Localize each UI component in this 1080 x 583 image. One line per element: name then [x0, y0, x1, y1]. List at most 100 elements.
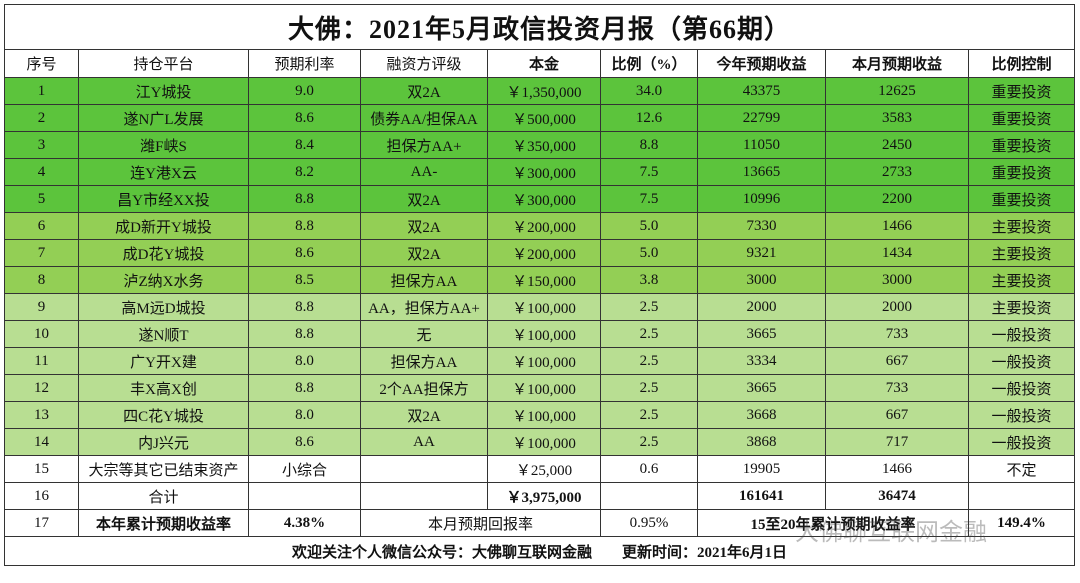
table-cell: 667	[825, 347, 969, 375]
table-cell: 遂N顺T	[78, 320, 249, 348]
table-cell: 7330	[697, 212, 826, 240]
report-table: 大佛：2021年5月政信投资月报（第66期） 序号 持仓平台 预期利率 融资方评级 本金比…	[3, 4, 1076, 566]
table-cell: 3334	[697, 347, 826, 375]
table-cell: 8.6	[248, 428, 361, 456]
table-cell: 泸Z纳X水务	[78, 266, 249, 294]
table-cell: 成D新开Y城投	[78, 212, 249, 240]
table-cell: 担保方AA	[360, 266, 488, 294]
table-cell: ￥100,000	[487, 293, 601, 321]
table-cell: 1434	[825, 239, 969, 267]
data-row: 8 泸Z纳X水务 8.5 担保方AA ￥150,000 3.8 3000 3000 主要投资	[4, 266, 1076, 294]
table-cell: 717	[825, 428, 969, 456]
table-cell: 3665	[697, 374, 826, 402]
table-cell: 1	[4, 77, 79, 105]
table-cell: 重要投资	[967, 77, 1076, 105]
table-cell: 4	[4, 158, 79, 186]
table-cell: 5	[4, 185, 79, 213]
table-cell: ￥1,350,000	[487, 77, 601, 105]
table-cell: 8.6	[248, 239, 361, 267]
table-cell: 36474	[825, 482, 969, 510]
summary-cell: 149.4%	[967, 509, 1076, 537]
data-row: 3 潍F峡S 8.4 担保方AA+ ￥350,000 8.8 11050 2450 重要投资	[4, 131, 1076, 159]
table-cell: 15	[4, 455, 79, 483]
table-cell: 2000	[697, 293, 826, 321]
table-cell: 43375	[697, 77, 826, 105]
table-cell: 合计	[78, 482, 249, 510]
header-cell: 比例（%）	[600, 49, 698, 78]
summary-cell: 15至20年累计预期收益率	[697, 509, 969, 537]
table-cell: 8.4	[248, 131, 361, 159]
table-cell: 11	[4, 347, 79, 375]
data-row: 13 四C花Y城投 8.0 双2A ￥100,000 2.5 3668 667 一般投资	[4, 401, 1076, 429]
summary-cell: 本年累计预期收益率	[78, 509, 249, 537]
table-cell: 3665	[697, 320, 826, 348]
table-cell: 11050	[697, 131, 826, 159]
table-cell: 高M远D城投	[78, 293, 249, 321]
table-cell: 1466	[825, 455, 969, 483]
data-row: 7 成D花Y城投 8.6 双2A ￥200,000 5.0 9321 1434 主要投资	[4, 239, 1076, 267]
table-cell: ￥300,000	[487, 158, 601, 186]
table-cell: 无	[360, 320, 488, 348]
table-cell	[360, 482, 488, 510]
table-cell: 双2A	[360, 77, 488, 105]
table-cell: 3583	[825, 104, 969, 132]
table-cell: 2.5	[600, 320, 698, 348]
table-cell: 19905	[697, 455, 826, 483]
table-cell: 潍F峡S	[78, 131, 249, 159]
header-cell: 融资方评级	[360, 49, 488, 78]
table-cell: 小综合	[248, 455, 361, 483]
table-cell: ￥200,000	[487, 239, 601, 267]
table-cell: 14	[4, 428, 79, 456]
header-cell: 今年预期收益	[697, 49, 826, 78]
table-cell: 12	[4, 374, 79, 402]
table-cell: ￥300,000	[487, 185, 601, 213]
data-row: 9 高M远D城投 8.8 AA，担保方AA+ ￥100,000 2.5 2000 2000 主要…	[4, 293, 1076, 321]
table-cell: 江Y城投	[78, 77, 249, 105]
table-cell: 主要投资	[967, 266, 1076, 294]
title-row: 大佛：2021年5月政信投资月报（第66期）	[3, 4, 1076, 50]
data-row: 6 成D新开Y城投 8.8 双2A ￥200,000 5.0 7330 1466 主要投资	[4, 212, 1076, 240]
table-cell: 3000	[825, 266, 969, 294]
table-cell	[360, 455, 488, 483]
table-cell: 8	[4, 266, 79, 294]
table-cell: ￥150,000	[487, 266, 601, 294]
table-cell: 34.0	[600, 77, 698, 105]
table-cell: 3000	[697, 266, 826, 294]
summary-cell: 本月预期回报率	[360, 509, 601, 537]
table-cell: 8.8	[248, 374, 361, 402]
table-cell: 12625	[825, 77, 969, 105]
summary-cell: 4.38%	[248, 509, 361, 537]
table-cell: 3.8	[600, 266, 698, 294]
table-cell: 大宗等其它已结束资产	[78, 455, 249, 483]
table-cell: AA	[360, 428, 488, 456]
table-cell: 四C花Y城投	[78, 401, 249, 429]
table-cell: 10	[4, 320, 79, 348]
table-cell: 8.2	[248, 158, 361, 186]
table-cell: 2.5	[600, 401, 698, 429]
table-cell: ￥100,000	[487, 320, 601, 348]
table-cell: 8.0	[248, 347, 361, 375]
table-cell: 丰X高X创	[78, 374, 249, 402]
table-cell	[248, 482, 361, 510]
header-cell: 本金	[487, 49, 601, 78]
table-cell: 连Y港X云	[78, 158, 249, 186]
table-cell: 3	[4, 131, 79, 159]
table-cell: 2个AA担保方	[360, 374, 488, 402]
table-cell: 7	[4, 239, 79, 267]
table-cell: 担保方AA	[360, 347, 488, 375]
table-cell: 5.0	[600, 212, 698, 240]
table-cell: ￥500,000	[487, 104, 601, 132]
table-cell: AA，担保方AA+	[360, 293, 488, 321]
table-cell: 8.8	[248, 185, 361, 213]
table-cell: 昌Y市经XX投	[78, 185, 249, 213]
header-cell: 序号	[4, 49, 79, 78]
table-cell: 广Y开X建	[78, 347, 249, 375]
table-cell: 2000	[825, 293, 969, 321]
table-cell: 9.0	[248, 77, 361, 105]
table-cell: ￥350,000	[487, 131, 601, 159]
data-row: 11 广Y开X建 8.0 担保方AA ￥100,000 2.5 3334 667 一般投资	[4, 347, 1076, 375]
table-cell: 一般投资	[967, 320, 1076, 348]
table-cell: 成D花Y城投	[78, 239, 249, 267]
table-cell: 8.8	[248, 293, 361, 321]
